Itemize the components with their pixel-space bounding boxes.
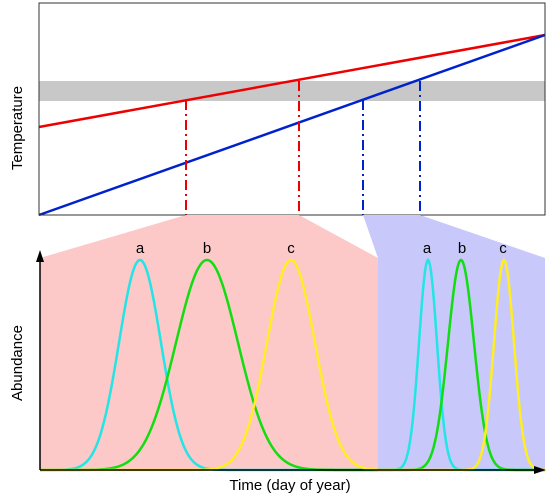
y-arrow <box>36 250 44 262</box>
red-line <box>38 33 546 129</box>
curve-label: a <box>423 240 432 257</box>
threshold-lines <box>185 81 421 215</box>
y-label: Temperature <box>9 86 26 170</box>
temperature-band <box>39 81 545 101</box>
curve-label: a <box>136 240 145 257</box>
curve-label: c <box>287 240 295 257</box>
x-label: Time (day of year) <box>229 477 350 494</box>
curve-label: c <box>499 240 507 257</box>
blue-region <box>363 215 545 470</box>
red-region <box>40 215 378 470</box>
curve-label: b <box>458 240 466 257</box>
curve-label: b <box>203 240 211 257</box>
y-label: Abundance <box>9 325 26 401</box>
x-arrow <box>534 466 546 474</box>
blue-line <box>38 33 546 217</box>
